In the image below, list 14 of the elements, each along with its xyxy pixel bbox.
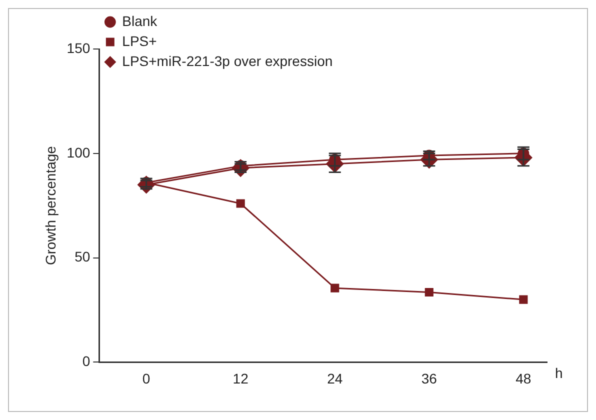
x-tick-label: 36 (421, 370, 438, 386)
x-tick-label: 0 (142, 370, 150, 386)
x-axis-title: h (555, 365, 563, 382)
y-tick-label: 150 (66, 40, 90, 56)
legend-label: Blank (122, 12, 158, 29)
y-tick-label: 100 (66, 144, 90, 160)
x-tick-label: 12 (232, 370, 249, 386)
x-tick-label: 48 (516, 370, 532, 386)
y-tick-label: 50 (74, 248, 90, 265)
x-tick-label: 24 (327, 370, 343, 386)
legend-label: LPS+miR-221-3p over expression (122, 52, 333, 69)
legend-label: LPS+ (122, 32, 157, 49)
y-tick-label: 0 (82, 353, 90, 370)
y-axis-title: Growth percentage (42, 146, 58, 266)
